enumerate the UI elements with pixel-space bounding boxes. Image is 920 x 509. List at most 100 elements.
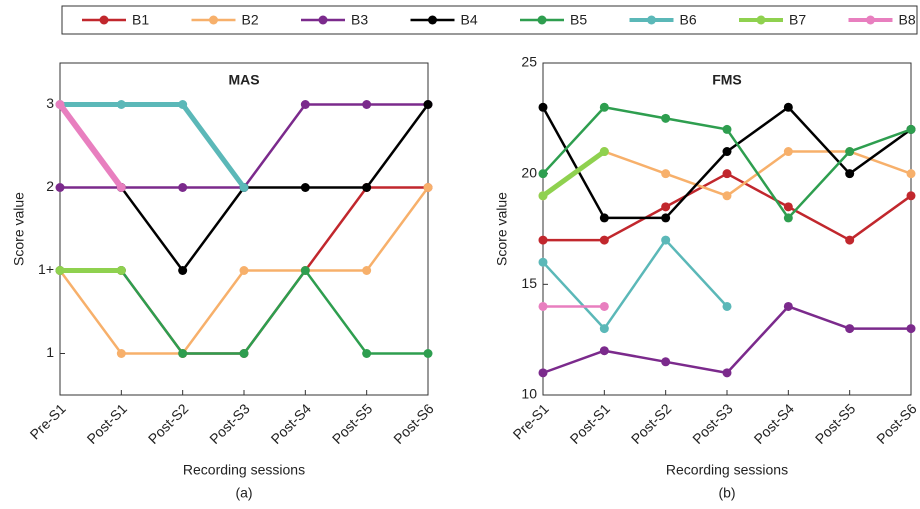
x-tick-label: Post-S4 bbox=[751, 400, 798, 447]
y-tick-label: 1 bbox=[46, 344, 54, 360]
data-point bbox=[599, 346, 609, 356]
data-point bbox=[300, 266, 310, 275]
data-point bbox=[722, 301, 732, 311]
data-point bbox=[845, 235, 855, 245]
y-tick-label: 20 bbox=[521, 164, 537, 180]
data-point bbox=[845, 324, 855, 334]
data-point bbox=[300, 183, 310, 192]
data-point bbox=[783, 147, 793, 157]
x-tick-label: Pre-S1 bbox=[27, 400, 69, 442]
x-tick-label: Post-S6 bbox=[873, 400, 920, 447]
x-tick-label: Post-S2 bbox=[145, 400, 192, 447]
series-line bbox=[541, 149, 606, 198]
data-point bbox=[783, 301, 793, 311]
data-point bbox=[599, 213, 609, 223]
data-point bbox=[300, 100, 310, 109]
legend-marker bbox=[756, 15, 766, 25]
data-point bbox=[906, 191, 916, 201]
data-point bbox=[661, 213, 671, 223]
y-axis-label: Score value bbox=[11, 192, 27, 266]
data-point bbox=[178, 349, 188, 358]
data-point bbox=[423, 183, 433, 192]
data-point bbox=[661, 202, 671, 212]
plot-area bbox=[542, 62, 912, 396]
data-point bbox=[116, 349, 126, 358]
legend-label: B1 bbox=[132, 12, 149, 28]
caption: (b) bbox=[718, 485, 735, 501]
legend-marker bbox=[99, 15, 109, 25]
data-point bbox=[116, 266, 126, 275]
legend-marker bbox=[866, 15, 875, 25]
data-point bbox=[239, 349, 249, 358]
data-point bbox=[661, 169, 671, 179]
data-point bbox=[239, 266, 249, 275]
legend-label: B4 bbox=[461, 12, 478, 28]
x-tick-label: Post-S2 bbox=[628, 400, 675, 447]
legend-marker bbox=[428, 15, 437, 25]
data-point bbox=[362, 100, 372, 109]
data-point bbox=[538, 191, 548, 201]
data-point bbox=[178, 183, 188, 192]
data-point bbox=[239, 183, 249, 192]
data-point bbox=[116, 183, 126, 192]
x-tick-label: Post-S3 bbox=[206, 400, 253, 447]
x-tick-label: Post-S4 bbox=[268, 400, 315, 447]
data-point bbox=[599, 301, 609, 311]
x-tick-label: Pre-S1 bbox=[510, 400, 552, 442]
data-point bbox=[599, 147, 609, 157]
legend-label: B6 bbox=[680, 12, 697, 28]
legend-marker bbox=[209, 15, 218, 25]
data-point bbox=[55, 183, 65, 192]
data-point bbox=[178, 100, 188, 109]
data-point bbox=[599, 102, 609, 112]
legend-marker bbox=[647, 15, 656, 25]
chart-title: MAS bbox=[228, 72, 259, 88]
plot-area bbox=[59, 62, 429, 396]
data-point bbox=[538, 235, 548, 245]
data-point bbox=[783, 102, 793, 112]
data-point bbox=[661, 113, 671, 123]
data-point bbox=[906, 324, 916, 334]
data-point bbox=[599, 235, 609, 245]
data-point bbox=[783, 213, 793, 223]
data-point bbox=[538, 169, 548, 179]
data-point bbox=[845, 169, 855, 179]
data-point bbox=[845, 147, 855, 157]
data-point bbox=[722, 124, 732, 134]
data-point bbox=[362, 349, 372, 358]
x-tick-label: Post-S6 bbox=[390, 400, 437, 447]
y-tick-label: 15 bbox=[521, 275, 537, 291]
x-axis-label: Recording sessions bbox=[666, 462, 788, 478]
data-point bbox=[55, 266, 65, 275]
data-point bbox=[783, 202, 793, 212]
x-axis-label: Recording sessions bbox=[183, 462, 305, 478]
data-point bbox=[538, 102, 548, 112]
series-line bbox=[120, 103, 430, 272]
chart-title: FMS bbox=[712, 72, 742, 88]
data-point bbox=[538, 257, 548, 267]
data-point bbox=[538, 301, 548, 311]
legend-label: B2 bbox=[242, 12, 259, 28]
legend-label: B3 bbox=[351, 12, 368, 28]
y-tick-label: 2 bbox=[46, 178, 54, 194]
y-tick-label: 1+ bbox=[38, 261, 54, 277]
y-axis-label: Score value bbox=[494, 192, 510, 266]
x-tick-label: Post-S3 bbox=[689, 400, 736, 447]
series-line bbox=[60, 102, 247, 189]
legend-marker bbox=[537, 15, 547, 25]
data-point bbox=[538, 368, 548, 378]
data-point bbox=[661, 235, 671, 245]
data-point bbox=[722, 147, 732, 157]
legend-marker bbox=[318, 15, 328, 25]
data-point bbox=[178, 266, 188, 275]
data-point bbox=[906, 124, 916, 134]
data-point bbox=[661, 357, 671, 367]
x-tick-label: Post-S1 bbox=[84, 400, 131, 447]
data-point bbox=[423, 100, 433, 109]
data-point bbox=[599, 324, 609, 334]
x-tick-label: Post-S5 bbox=[329, 400, 376, 447]
y-tick-label: 10 bbox=[521, 386, 537, 402]
legend-label: B8 bbox=[899, 12, 916, 28]
data-point bbox=[362, 183, 372, 192]
